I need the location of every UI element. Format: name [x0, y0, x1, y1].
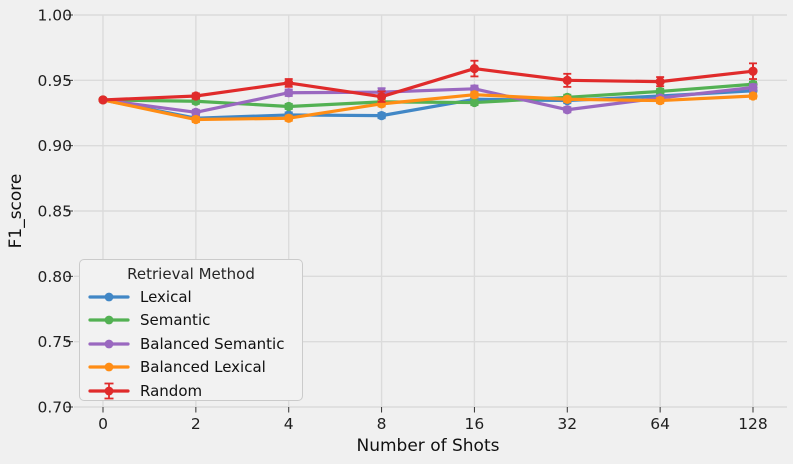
- data-point: [748, 91, 758, 101]
- legend-swatch-semantic: [88, 315, 130, 325]
- legend-label: Lexical: [140, 287, 192, 306]
- legend-item-semantic: Semantic: [86, 309, 296, 333]
- data-point: [284, 113, 294, 123]
- x-tick-label: 0: [98, 415, 108, 433]
- legend-swatch-balanced-semantic: [88, 339, 130, 349]
- y-tick-label: 0.80: [37, 268, 72, 286]
- data-point: [469, 63, 480, 74]
- data-point: [98, 95, 108, 105]
- data-point: [748, 66, 758, 76]
- x-axis-label: Number of Shots: [357, 436, 500, 456]
- tick-labels: 0.70 0.75 0.80 0.85 0.90 0.95 1.00 0 2 4 8 16 32 64 12…: [37, 7, 767, 434]
- legend-item-balanced-lexical: Balanced Lexical: [86, 356, 296, 380]
- data-point: [562, 75, 572, 85]
- x-tick-label: 2: [191, 415, 201, 433]
- legend-item-random: Random: [86, 379, 296, 403]
- data-point: [376, 111, 387, 121]
- legend-swatch-balanced-lexical: [88, 362, 130, 372]
- x-tick-label: 16: [465, 415, 485, 433]
- legend-items: Lexical Semantic Balanced Semantic Balanced…: [86, 285, 296, 403]
- data-point: [655, 95, 665, 106]
- x-tick-label: 32: [557, 415, 577, 433]
- legend-label: Balanced Semantic: [140, 334, 285, 353]
- data-point: [748, 82, 758, 93]
- y-tick-label: 0.75: [37, 333, 72, 351]
- data-point: [284, 101, 294, 112]
- legend-title: Retrieval Method: [127, 265, 255, 283]
- data-point: [284, 88, 294, 98]
- data-point: [191, 91, 201, 101]
- data-point: [376, 92, 387, 102]
- x-tick-label: 8: [377, 415, 387, 433]
- legend-item-lexical: Lexical: [86, 285, 296, 309]
- data-point: [655, 86, 665, 97]
- data-point: [655, 77, 665, 87]
- x-tick-label: 64: [650, 415, 670, 433]
- y-tick-label: 0.85: [37, 203, 72, 221]
- legend: Retrieval Method Lexical Semantic Balanced…: [79, 259, 303, 401]
- series-group: [98, 59, 758, 125]
- data-point: [191, 107, 201, 117]
- legend-label: Semantic: [140, 311, 211, 330]
- y-tick-label: 0.95: [37, 72, 72, 90]
- y-tick-label: 0.70: [37, 399, 72, 417]
- data-point: [562, 105, 572, 115]
- y-tick-label: 0.90: [37, 137, 72, 155]
- x-tick-label: 128: [738, 415, 768, 433]
- data-point: [191, 114, 201, 125]
- legend-swatch-random: [88, 382, 130, 400]
- y-axis-label: F1_score: [6, 174, 26, 249]
- data-point: [562, 94, 572, 104]
- x-tick-label: 4: [284, 415, 294, 433]
- y-tick-label: 1.00: [37, 7, 72, 25]
- legend-label: Random: [140, 381, 203, 400]
- legend-swatch-lexical: [88, 292, 130, 302]
- series-random: [98, 59, 758, 105]
- legend-label: Balanced Lexical: [140, 358, 266, 377]
- data-point: [469, 90, 480, 100]
- data-point: [469, 97, 480, 108]
- legend-item-balanced-semantic: Balanced Semantic: [86, 332, 296, 356]
- axis-ticks: [66, 14, 754, 413]
- data-point: [284, 78, 294, 88]
